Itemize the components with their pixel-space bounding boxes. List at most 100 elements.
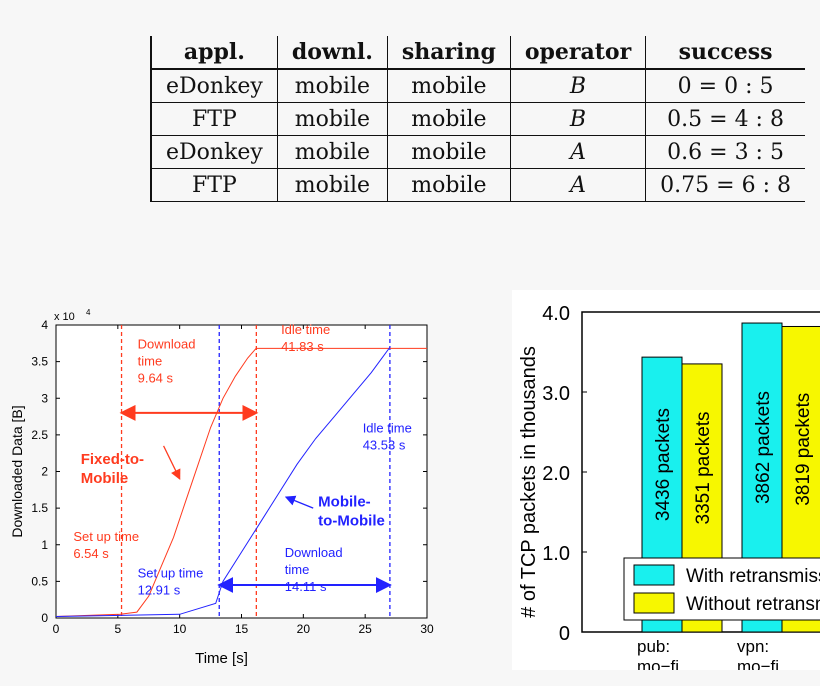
- cell-sharing: mobile: [386, 69, 511, 103]
- x-tick-label: 5: [114, 622, 121, 636]
- table-row: FTP mobile mobile A 0.75 = 6 : 8: [150, 168, 805, 202]
- annotation-line: 12.91 s: [138, 583, 181, 598]
- annotation-line: 14.11 s: [285, 579, 327, 594]
- download-timeline-chart: 0 5 10 15 20 25 30 0 0.5 1 1.5 2 2.5 3 3.5 4 x 10 4 Time […: [9, 308, 434, 667]
- x-tick-label: 15: [235, 622, 249, 636]
- annotation-line: Download: [285, 545, 343, 560]
- bar-value-label: 3436 packets: [653, 408, 674, 521]
- series-line-mobile-to-mobile: [55, 346, 391, 617]
- annotation-line: to-Mobile: [318, 513, 385, 530]
- annotation-line: Mobile: [81, 470, 129, 487]
- x-category-label: mo−fi: [737, 657, 779, 670]
- results-table: appl. downl. sharing operator success eD…: [150, 36, 805, 202]
- y-tick-label: 0: [41, 611, 48, 625]
- table-row: eDonkey mobile mobile B 0 = 0 : 5: [150, 69, 805, 103]
- cell-sharing: mobile: [386, 102, 511, 136]
- annotation: Download time 9.64 s: [138, 336, 196, 385]
- annotation: Fixed-to- Mobile: [81, 451, 144, 487]
- cell-success: 0.75 = 6 : 8: [645, 168, 805, 202]
- y-tick-label: 3.5: [31, 355, 48, 369]
- y-tick-label: 2: [41, 465, 48, 479]
- y-tick-label: 0.5: [31, 574, 48, 588]
- y-axis-label: # of TCP packets in thousands: [518, 346, 540, 618]
- annotation: Set up time 6.54 s: [73, 529, 139, 561]
- x-category-label: mo−fi: [637, 657, 679, 670]
- annotation-line: Mobile-: [318, 494, 371, 511]
- table-row: eDonkey mobile mobile A 0.6 = 3 : 5: [150, 135, 805, 169]
- cell-success: 0.6 = 3 : 5: [645, 135, 805, 169]
- annotation-line: 41.83 s: [281, 339, 324, 354]
- col-header-downl: downl.: [276, 36, 388, 70]
- x-tick-label: 0: [53, 622, 60, 636]
- y-tick-label: 0: [559, 623, 570, 645]
- annotation-line: time: [285, 562, 310, 577]
- y-tick-label: 3: [41, 391, 48, 405]
- x-category-label: pub:: [637, 637, 670, 656]
- legend-swatch: [633, 564, 675, 586]
- annotation: Set up time 12.91 s: [138, 566, 204, 598]
- annotation-line: 43.53 s: [363, 438, 406, 453]
- cell-appl: FTP: [150, 168, 278, 202]
- cell-operator: B: [509, 69, 646, 103]
- pointer-arrow: [163, 445, 181, 480]
- y-tick-label: 4.0: [542, 303, 570, 325]
- col-header-appl: appl.: [150, 36, 278, 70]
- annotation-line: Set up time: [73, 529, 139, 544]
- y-axis-label: Downloaded Data [B]: [9, 405, 25, 537]
- x-tick-label: 25: [358, 622, 372, 636]
- x-tick-label: 20: [297, 622, 311, 636]
- legend-label: Without retransmissions: [686, 594, 820, 615]
- col-header-success: success: [645, 36, 805, 70]
- x-tick-label: 30: [420, 622, 434, 636]
- cell-operator: A: [509, 168, 646, 202]
- x-tick-label: 10: [173, 622, 187, 636]
- annotation: Idle time 41.83 s: [281, 322, 330, 354]
- cell-appl: eDonkey: [150, 69, 278, 103]
- cell-downl: mobile: [276, 168, 388, 202]
- x-axis-label: Time [s]: [195, 650, 248, 667]
- table-header-row: appl. downl. sharing operator success: [150, 36, 805, 70]
- bar-value-label: 3351 packets: [693, 411, 714, 524]
- bar-value-label: 3819 packets: [793, 393, 814, 506]
- cell-success: 0.5 = 4 : 8: [645, 102, 805, 136]
- y-multiplier: x 10: [54, 311, 75, 323]
- annotation: Mobile-to-Mobile: [318, 494, 385, 530]
- cell-success: 0 = 0 : 5: [645, 69, 805, 103]
- cell-downl: mobile: [276, 102, 388, 136]
- y-tick-label: 1.0: [542, 543, 570, 565]
- y-tick-label: 4: [41, 318, 48, 332]
- plot-area: [55, 324, 428, 619]
- y-tick-label: 1: [41, 538, 48, 552]
- col-header-sharing: sharing: [386, 36, 511, 70]
- cell-sharing: mobile: [386, 168, 511, 202]
- cell-sharing: mobile: [386, 135, 511, 169]
- legend-swatch: [633, 592, 675, 614]
- annotation-line: time: [138, 353, 163, 368]
- annotation-line: Fixed-to-: [81, 451, 144, 468]
- annotation-line: 6.54 s: [73, 546, 109, 561]
- tcp-packets-bar-chart: 0 1.0 2.0 3.0 4.0# of TCP packets in thousan…: [518, 303, 820, 670]
- annotation-line: Idle time: [281, 322, 330, 337]
- bar-value-label: 3862 packets: [753, 391, 774, 504]
- annotation-line: 9.64 s: [138, 370, 174, 385]
- cell-operator: A: [509, 135, 646, 169]
- tcp-packets-chart-panel: 0 1.0 2.0 3.0 4.0 # of TCP packets in thousan…: [512, 290, 820, 670]
- series-line-fixed-to-mobile: [55, 347, 427, 617]
- cell-downl: mobile: [276, 135, 388, 169]
- annotation-line: Set up time: [138, 566, 204, 581]
- results-table-wrapper: appl. downl. sharing operator success eD…: [150, 36, 820, 216]
- y-tick-label: 3.0: [542, 383, 570, 405]
- y-tick-label: 1.5: [31, 501, 48, 515]
- y-tick-label: 2.5: [31, 428, 48, 442]
- cell-appl: FTP: [150, 102, 278, 136]
- cell-operator: B: [509, 102, 646, 136]
- annotation-line: Download: [138, 336, 196, 351]
- y-tick-label: 2.0: [542, 463, 570, 485]
- col-header-operator: operator: [509, 36, 646, 70]
- table-row: FTP mobile mobile B 0.5 = 4 : 8: [150, 102, 805, 136]
- y-multiplier-exponent: 4: [86, 308, 91, 317]
- x-category-label: vpn:: [737, 637, 769, 656]
- annotation: Idle time 43.53 s: [363, 421, 412, 453]
- cell-downl: mobile: [276, 69, 388, 103]
- pointer-arrow: [284, 495, 314, 509]
